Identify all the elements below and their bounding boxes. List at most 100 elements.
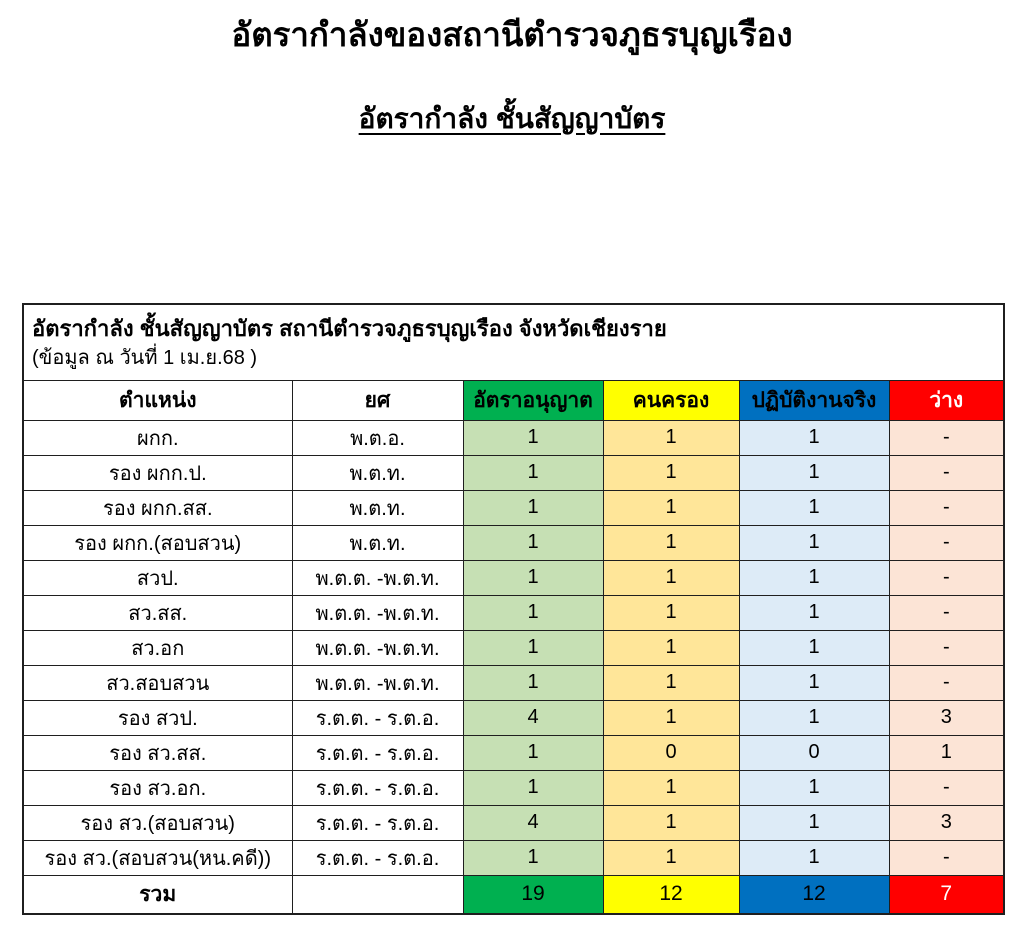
table-caption-row: อัตรากำลัง ชั้นสัญญาบัตร สถานีตำรวจภูธรบ… <box>22 303 1005 381</box>
cell-vacant: - <box>888 559 1005 596</box>
cell-working: 1 <box>738 419 890 456</box>
column-header-authorized: อัตราอนุญาต <box>462 379 604 421</box>
personnel-table: อัตรากำลัง ชั้นสัญญาบัตร สถานีตำรวจภูธรบ… <box>22 303 1006 915</box>
cell-occupied: 1 <box>602 524 740 561</box>
column-header-position: ตำแหน่ง <box>22 379 293 421</box>
total-authorized: 19 <box>462 874 604 915</box>
cell-working: 1 <box>738 629 890 666</box>
total-rank-empty <box>291 874 464 915</box>
cell-rank: พ.ต.ท. <box>291 489 464 526</box>
cell-occupied: 1 <box>602 454 740 491</box>
cell-authorized: 1 <box>462 419 604 456</box>
cell-rank: ร.ต.ต. - ร.ต.อ. <box>291 699 464 736</box>
total-label: รวม <box>22 874 293 915</box>
column-header-rank: ยศ <box>291 379 464 421</box>
table-caption-date: (ข้อมูล ณ วันที่ 1 เม.ย.68 ) <box>32 346 258 369</box>
cell-authorized: 4 <box>462 804 604 841</box>
page-title: อัตรากำลังของสถานีตำรวจภูธรบุญเรือง <box>231 16 793 53</box>
cell-position: รอง ผกก.สส. <box>22 489 293 526</box>
cell-working: 1 <box>738 664 890 701</box>
cell-working: 1 <box>738 839 890 876</box>
table-row: สว.อก พ.ต.ต. -พ.ต.ท. 1 1 1 - <box>22 629 1005 666</box>
cell-rank: ร.ต.ต. - ร.ต.อ. <box>291 839 464 876</box>
cell-working: 1 <box>738 559 890 596</box>
cell-position: รอง สว.(สอบสวน) <box>22 804 293 841</box>
total-working: 12 <box>738 874 890 915</box>
cell-rank: ร.ต.ต. - ร.ต.อ. <box>291 734 464 771</box>
cell-authorized: 1 <box>462 664 604 701</box>
cell-position: รอง สวป. <box>22 699 293 736</box>
cell-authorized: 1 <box>462 734 604 771</box>
total-occupied: 12 <box>602 874 740 915</box>
cell-authorized: 1 <box>462 454 604 491</box>
table-row: ผกก. พ.ต.อ. 1 1 1 - <box>22 419 1005 456</box>
cell-occupied: 1 <box>602 629 740 666</box>
cell-working: 1 <box>738 524 890 561</box>
cell-authorized: 1 <box>462 524 604 561</box>
cell-position: รอง สว.(สอบสวน(หน.คดี)) <box>22 839 293 876</box>
cell-position: รอง สว.สส. <box>22 734 293 771</box>
table-row: สวป. พ.ต.ต. -พ.ต.ท. 1 1 1 - <box>22 559 1005 596</box>
cell-occupied: 0 <box>602 734 740 771</box>
cell-rank: พ.ต.ต. -พ.ต.ท. <box>291 559 464 596</box>
column-header-working: ปฏิบัติงานจริง <box>738 379 890 421</box>
total-vacant: 7 <box>888 874 1005 915</box>
cell-occupied: 1 <box>602 559 740 596</box>
cell-position: สวป. <box>22 559 293 596</box>
table-caption-cell: อัตรากำลัง ชั้นสัญญาบัตร สถานีตำรวจภูธรบ… <box>22 303 1005 381</box>
cell-vacant: - <box>888 769 1005 806</box>
table-row: รอง สว.อก. ร.ต.ต. - ร.ต.อ. 1 1 1 - <box>22 769 1005 806</box>
cell-vacant: - <box>888 664 1005 701</box>
cell-position: รอง สว.อก. <box>22 769 293 806</box>
column-header-vacant: ว่าง <box>888 379 1005 421</box>
cell-vacant: - <box>888 594 1005 631</box>
table-row: รอง สว.(สอบสวน) ร.ต.ต. - ร.ต.อ. 4 1 1 3 <box>22 804 1005 841</box>
table-total-row: รวม 19 12 12 7 <box>22 874 1005 915</box>
cell-vacant: - <box>888 524 1005 561</box>
table-row: รอง ผกก.สส. พ.ต.ท. 1 1 1 - <box>22 489 1005 526</box>
table-caption-title: อัตรากำลัง ชั้นสัญญาบัตร สถานีตำรวจภูธรบ… <box>32 315 667 341</box>
cell-position: สว.สอบสวน <box>22 664 293 701</box>
table-row: รอง สวป. ร.ต.ต. - ร.ต.อ. 4 1 1 3 <box>22 699 1005 736</box>
table-row: รอง สว.สส. ร.ต.ต. - ร.ต.อ. 1 0 0 1 <box>22 734 1005 771</box>
cell-rank: ร.ต.ต. - ร.ต.อ. <box>291 769 464 806</box>
column-header-occupied: คนครอง <box>602 379 740 421</box>
cell-rank: พ.ต.ต. -พ.ต.ท. <box>291 664 464 701</box>
table-row: สว.สอบสวน พ.ต.ต. -พ.ต.ท. 1 1 1 - <box>22 664 1005 701</box>
cell-rank: พ.ต.ท. <box>291 524 464 561</box>
cell-occupied: 1 <box>602 769 740 806</box>
cell-working: 1 <box>738 769 890 806</box>
cell-working: 1 <box>738 699 890 736</box>
cell-vacant: - <box>888 489 1005 526</box>
cell-vacant: - <box>888 839 1005 876</box>
table-row: รอง ผกก.ป. พ.ต.ท. 1 1 1 - <box>22 454 1005 491</box>
table-header-row: ตำแหน่ง ยศ อัตราอนุญาต คนครอง ปฏิบัติงาน… <box>22 379 1005 421</box>
page-subtitle: อัตรากำลัง ชั้นสัญญาบัตร <box>358 103 666 134</box>
cell-rank: พ.ต.ต. -พ.ต.ท. <box>291 594 464 631</box>
cell-authorized: 1 <box>462 489 604 526</box>
cell-vacant: - <box>888 419 1005 456</box>
cell-vacant: 1 <box>888 734 1005 771</box>
cell-position: สว.สส. <box>22 594 293 631</box>
cell-working: 1 <box>738 454 890 491</box>
cell-authorized: 1 <box>462 559 604 596</box>
cell-occupied: 1 <box>602 699 740 736</box>
table-row: สว.สส. พ.ต.ต. -พ.ต.ท. 1 1 1 - <box>22 594 1005 631</box>
table-row: รอง ผกก.(สอบสวน) พ.ต.ท. 1 1 1 - <box>22 524 1005 561</box>
cell-working: 1 <box>738 804 890 841</box>
cell-authorized: 1 <box>462 594 604 631</box>
cell-position: สว.อก <box>22 629 293 666</box>
cell-vacant: 3 <box>888 699 1005 736</box>
cell-rank: พ.ต.ต. -พ.ต.ท. <box>291 629 464 666</box>
cell-authorized: 1 <box>462 629 604 666</box>
cell-position: ผกก. <box>22 419 293 456</box>
cell-occupied: 1 <box>602 664 740 701</box>
cell-position: รอง ผกก.(สอบสวน) <box>22 524 293 561</box>
cell-working: 0 <box>738 734 890 771</box>
cell-rank: พ.ต.อ. <box>291 419 464 456</box>
cell-position: รอง ผกก.ป. <box>22 454 293 491</box>
table-row: รอง สว.(สอบสวน(หน.คดี)) ร.ต.ต. - ร.ต.อ. … <box>22 839 1005 876</box>
cell-vacant: - <box>888 629 1005 666</box>
cell-authorized: 4 <box>462 699 604 736</box>
cell-occupied: 1 <box>602 839 740 876</box>
